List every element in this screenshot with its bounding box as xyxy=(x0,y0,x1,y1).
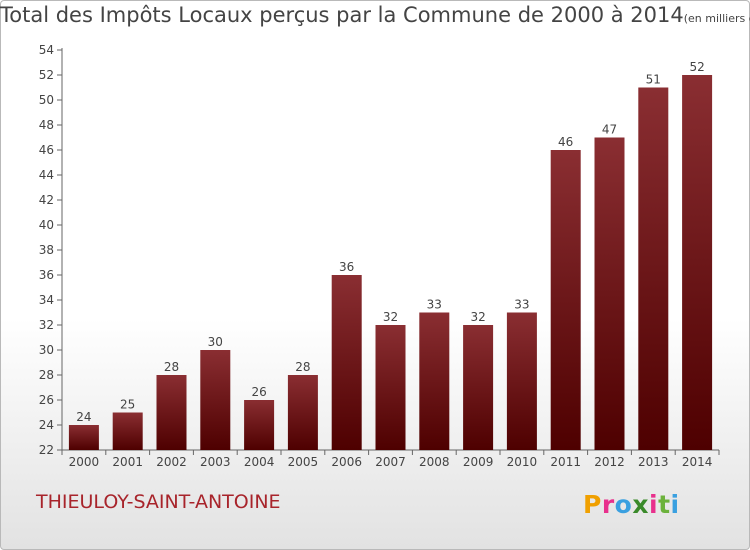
x-tick-label-2013: 2013 xyxy=(638,455,669,469)
logo-letter: i xyxy=(649,490,659,519)
y-tick-label: 34 xyxy=(39,293,54,307)
x-tick-label-2005: 2005 xyxy=(288,455,319,469)
data-label-2012: 47 xyxy=(602,123,617,137)
y-tick-label: 48 xyxy=(39,118,54,132)
bar-2011[interactable] xyxy=(550,150,581,450)
data-label-2004: 26 xyxy=(251,385,266,399)
y-tick-label: 52 xyxy=(39,68,54,82)
y-tick-label: 40 xyxy=(39,218,54,232)
data-label-2003: 30 xyxy=(208,335,223,349)
x-tick-label-2011: 2011 xyxy=(550,455,581,469)
bars xyxy=(68,75,713,451)
x-tick-label-2014: 2014 xyxy=(682,455,713,469)
y-tick-label: 32 xyxy=(39,318,54,332)
logo-letter: t xyxy=(658,490,671,519)
x-tick-label-2003: 2003 xyxy=(200,455,231,469)
x-tick-label-2007: 2007 xyxy=(375,455,406,469)
data-label-2001: 25 xyxy=(120,398,135,412)
chart-title-block: Total des Impôts Locaux perçus par la Co… xyxy=(0,3,750,27)
logo-letter: r xyxy=(601,490,615,519)
y-tick-label: 38 xyxy=(39,243,54,257)
bar-2012[interactable] xyxy=(594,137,625,451)
y-tick-label: 54 xyxy=(39,43,54,57)
y-tick-label: 42 xyxy=(39,193,54,207)
y-tick-label: 44 xyxy=(39,168,54,182)
x-tick-label-2004: 2004 xyxy=(244,455,275,469)
data-label-2007: 32 xyxy=(383,310,398,324)
y-tick-label: 24 xyxy=(39,418,54,432)
x-tick-label-2009: 2009 xyxy=(463,455,494,469)
bar-2014[interactable] xyxy=(682,75,713,450)
y-tick-label: 36 xyxy=(39,268,54,282)
data-label-2013: 51 xyxy=(646,73,661,87)
y-tick-label: 46 xyxy=(39,143,54,157)
logo-letter: o xyxy=(614,490,633,519)
bar-2000[interactable] xyxy=(68,425,99,450)
data-label-2010: 33 xyxy=(514,298,529,312)
proxiti-logo[interactable]: Proxiti xyxy=(583,490,680,519)
y-tick-label: 22 xyxy=(39,443,54,457)
y-tick-label: 30 xyxy=(39,343,54,357)
data-label-2009: 32 xyxy=(470,310,485,324)
logo-letter: i xyxy=(670,490,680,519)
data-labels: 24 25 28 30 26 28 36 32 33 32 33 46 47 51 52 xyxy=(76,60,704,424)
bar-2009[interactable] xyxy=(463,325,494,450)
commune-name: THIEULOY-SAINT-ANTOINE xyxy=(36,491,281,513)
chart-title: Total des Impôts Locaux perçus par la Co… xyxy=(0,3,684,27)
x-tick-label-2008: 2008 xyxy=(419,455,450,469)
logo-letter: x xyxy=(632,490,649,519)
x-tick-label-2002: 2002 xyxy=(156,455,187,469)
x-tick-label-2006: 2006 xyxy=(331,455,362,469)
bar-2001[interactable] xyxy=(112,412,143,451)
x-tick-label-2000: 2000 xyxy=(69,455,100,469)
bar-2006[interactable] xyxy=(331,275,362,450)
x-tick-label-2001: 2001 xyxy=(112,455,143,469)
x-axis: 2000 2001 2002 2003 2004 2005 2006 2007 2008 2009… xyxy=(61,449,720,469)
x-tick-label-2012: 2012 xyxy=(594,455,625,469)
bar-2013[interactable] xyxy=(638,87,669,451)
bar-2005[interactable] xyxy=(287,375,318,450)
data-label-2002: 28 xyxy=(164,360,179,374)
y-tick-label: 50 xyxy=(39,93,54,107)
data-label-2005: 28 xyxy=(295,360,310,374)
bar-2004[interactable] xyxy=(244,400,275,450)
data-label-2000: 24 xyxy=(76,410,91,424)
bar-2003[interactable] xyxy=(200,350,231,450)
bar-2010[interactable] xyxy=(506,312,537,451)
bar-2007[interactable] xyxy=(375,325,406,450)
unit-note: (en milliers d'€) xyxy=(683,12,750,25)
y-tick-label: 28 xyxy=(39,368,54,382)
logo-letter: P xyxy=(583,490,602,519)
bar-2008[interactable] xyxy=(419,312,450,451)
data-label-2014: 52 xyxy=(689,60,704,74)
data-label-2008: 33 xyxy=(427,298,442,312)
data-label-2006: 36 xyxy=(339,260,354,274)
bar-2002[interactable] xyxy=(156,375,187,450)
data-label-2011: 46 xyxy=(558,135,573,149)
x-tick-label-2010: 2010 xyxy=(507,455,538,469)
y-tick-label: 26 xyxy=(39,393,54,407)
y-axis: 22 24 26 28 30 32 34 36 38 40 42 44 46 48 50 52 54 xyxy=(39,43,63,457)
